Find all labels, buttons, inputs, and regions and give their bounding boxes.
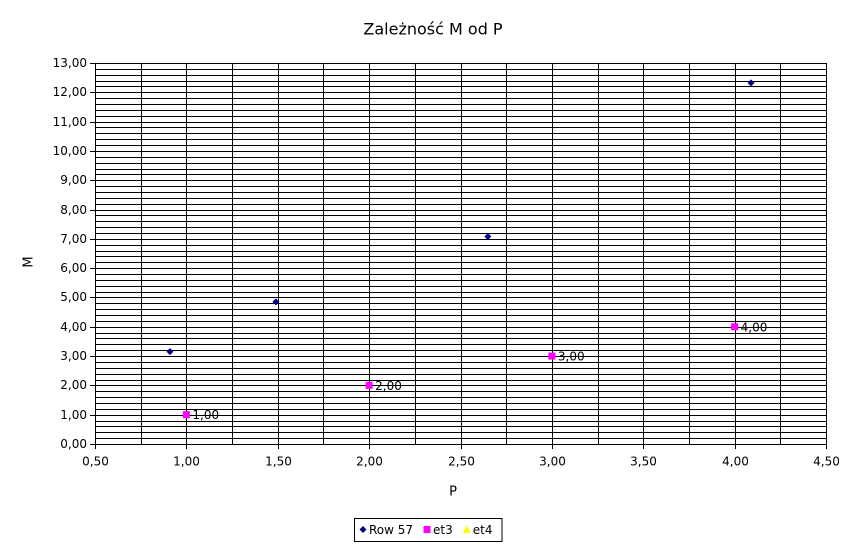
point (182, 411, 190, 419)
point (747, 79, 755, 87)
y-tick-label: 1,00 (60, 408, 87, 422)
point (548, 352, 556, 360)
point (166, 348, 174, 356)
y-axis-label: M (22, 256, 37, 267)
data-label: 1,00 (192, 408, 219, 422)
legend-label: et4 (473, 523, 493, 537)
legend-item: et4 (462, 523, 493, 537)
y-tick-label: 6,00 (60, 261, 87, 275)
point (365, 381, 373, 389)
legend: Row 57 et3 et4 (354, 518, 503, 542)
legend-item: et3 (423, 523, 453, 537)
y-tick-label: 10,00 (53, 144, 87, 158)
y-tick-label: 7,00 (60, 232, 87, 246)
y-tick-label: 0,00 (60, 437, 87, 451)
data-label: 4,00 (741, 320, 768, 334)
x-tick-label: 0,50 (82, 455, 109, 469)
x-tick-label: 4,50 (813, 455, 840, 469)
y-tick-label: 4,00 (60, 320, 87, 334)
y-tick-label: 9,00 (60, 173, 87, 187)
chart-title: Zależność M od P (363, 20, 503, 39)
x-tick-label: 3,50 (630, 455, 657, 469)
y-tick-label: 3,00 (60, 349, 87, 363)
legend-item: Row 57 (359, 523, 413, 537)
y-tick-label: 12,00 (53, 85, 87, 99)
x-tick-label: 1,00 (173, 455, 200, 469)
x-tick-label: 3,00 (539, 455, 566, 469)
y-tick-label: 8,00 (60, 203, 87, 217)
x-tick-label: 1,50 (265, 455, 292, 469)
legend-label: et3 (433, 523, 453, 537)
data-label: 2,00 (375, 379, 402, 393)
y-tick-label: 13,00 (53, 56, 87, 70)
y-tick-label: 2,00 (60, 378, 87, 392)
point (423, 526, 431, 533)
y-tick-label: 5,00 (60, 290, 87, 304)
point (484, 233, 492, 241)
x-tick-label: 2,50 (448, 455, 475, 469)
point (272, 298, 280, 306)
data-label: 3,00 (558, 350, 585, 364)
point (359, 526, 367, 533)
point (462, 525, 471, 533)
legend-label: Row 57 (369, 523, 413, 537)
y-tick-label: 11,00 (53, 115, 87, 129)
point (731, 323, 739, 331)
x-axis-label: P (449, 485, 457, 500)
x-tick-label: 2,00 (356, 455, 383, 469)
x-tick-label: 4,00 (722, 455, 749, 469)
